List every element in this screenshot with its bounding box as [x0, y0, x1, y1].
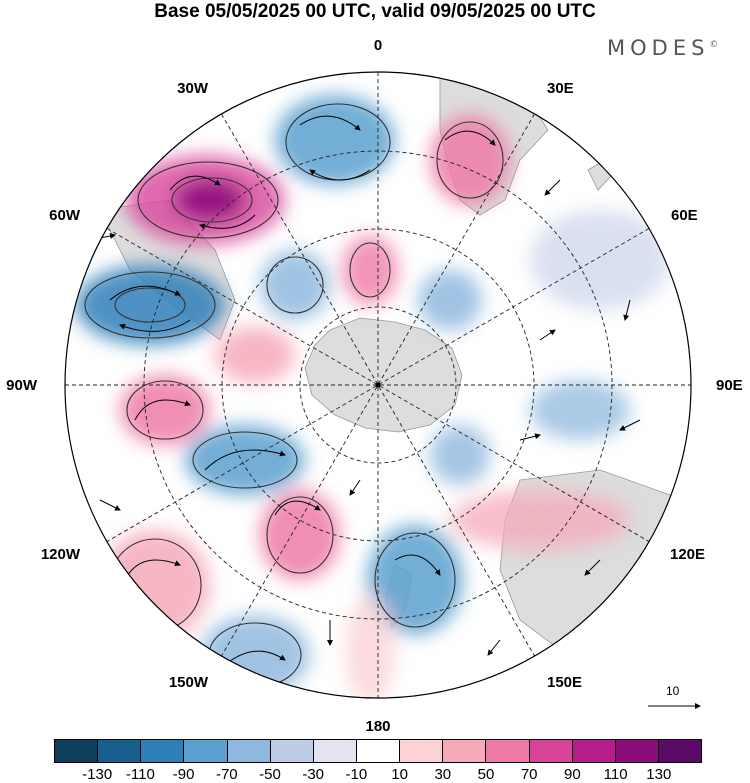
colorbar-swatch [485, 740, 529, 762]
colorbar-tick-label: 30 [434, 766, 452, 783]
anomaly-positive-6 [260, 490, 340, 580]
anomaly-negative-8 [530, 380, 630, 440]
anomaly-positive-2 [430, 115, 510, 205]
colorbar-tick-label: -70 [215, 766, 238, 783]
anomaly-negative-10 [530, 210, 670, 310]
copyright-mark: © [709, 40, 719, 50]
lon-label-150e: 150E [547, 674, 583, 691]
colorbar-tick-label: 130 [646, 766, 672, 783]
lon-label-180: 180 [365, 718, 391, 735]
colorbar-swatch [442, 740, 486, 762]
colorbar-swatch [571, 740, 615, 762]
anomaly-positive-8 [450, 490, 630, 550]
brand-name: MODES [607, 36, 710, 60]
anomaly-positive-9 [345, 595, 395, 698]
anomaly-negative-9 [430, 425, 490, 485]
colorbar-swatch [399, 740, 443, 762]
lon-label-30e: 30E [547, 80, 574, 97]
colorbar-swatch [140, 740, 184, 762]
lon-label-30w: 30W [177, 80, 208, 97]
anomaly-field [75, 95, 670, 698]
colorbar-swatch [657, 740, 702, 762]
colorbar-swatch [269, 740, 313, 762]
colorbar-swatch [312, 740, 356, 762]
lon-label-60e: 60E [671, 207, 698, 224]
colorbar-swatch [97, 740, 141, 762]
lon-label-150w: 150W [168, 674, 208, 691]
colorbar-tick-label: 90 [564, 766, 581, 783]
anomaly-negative-1 [275, 95, 395, 185]
lon-label-120e: 120E [670, 546, 706, 563]
map-border [64, 71, 692, 699]
anomaly-positive-1-core [175, 180, 245, 220]
anomaly-positive-3 [342, 235, 398, 305]
anomaly-negative-4 [185, 425, 305, 495]
anomaly-positive-7 [100, 530, 210, 640]
anomaly-negative-7 [418, 270, 482, 330]
anomaly-negative-5 [367, 525, 463, 635]
lon-label-120w: 120W [40, 546, 80, 563]
lon-label-90w: 90W [6, 377, 37, 394]
anomaly-negative-6 [200, 615, 310, 695]
colorbar-swatch [528, 740, 572, 762]
colorbar-tick-label: -130 [82, 766, 113, 783]
lon-label-60w: 60W [49, 207, 80, 224]
graticule [65, 72, 691, 698]
colorbar-tick-label: -30 [302, 766, 325, 783]
anomaly-positive-5 [120, 375, 210, 445]
colorbar-tick-label: 10 [391, 766, 408, 783]
lon-label-0: 0 [373, 37, 383, 54]
colorbar-swatch [55, 740, 98, 762]
colorbar-tick-label: -10 [345, 766, 368, 783]
colorbar-tick-label: 110 [603, 766, 628, 783]
colorbar-tick-label: 50 [477, 766, 495, 783]
anomaly-negative-3 [260, 250, 330, 320]
colorbar-tick-label: 70 [520, 766, 538, 783]
colorbar-swatch [614, 740, 658, 762]
colorbar-swatch [355, 740, 400, 762]
colorbar-tick-label: -90 [172, 766, 195, 783]
lon-label-90e: 90E [716, 377, 743, 394]
anomaly-negative-2 [75, 265, 225, 345]
anomaly-positive-4 [215, 327, 295, 383]
colorbar-swatch [226, 740, 270, 762]
colorbar-swatch [183, 740, 227, 762]
colorbar-tick-label: -110 [125, 766, 155, 783]
reference-vector: 10 [646, 684, 706, 714]
brand-logo: MODES© [607, 36, 718, 60]
colorbar [54, 739, 702, 763]
map-title: Base 05/05/2025 00 UTC, valid 09/05/2025… [154, 1, 596, 22]
colorbar-tick-label: -50 [259, 766, 281, 783]
south-pole-marker [375, 382, 381, 388]
reference-vector-label: 10 [666, 684, 680, 698]
